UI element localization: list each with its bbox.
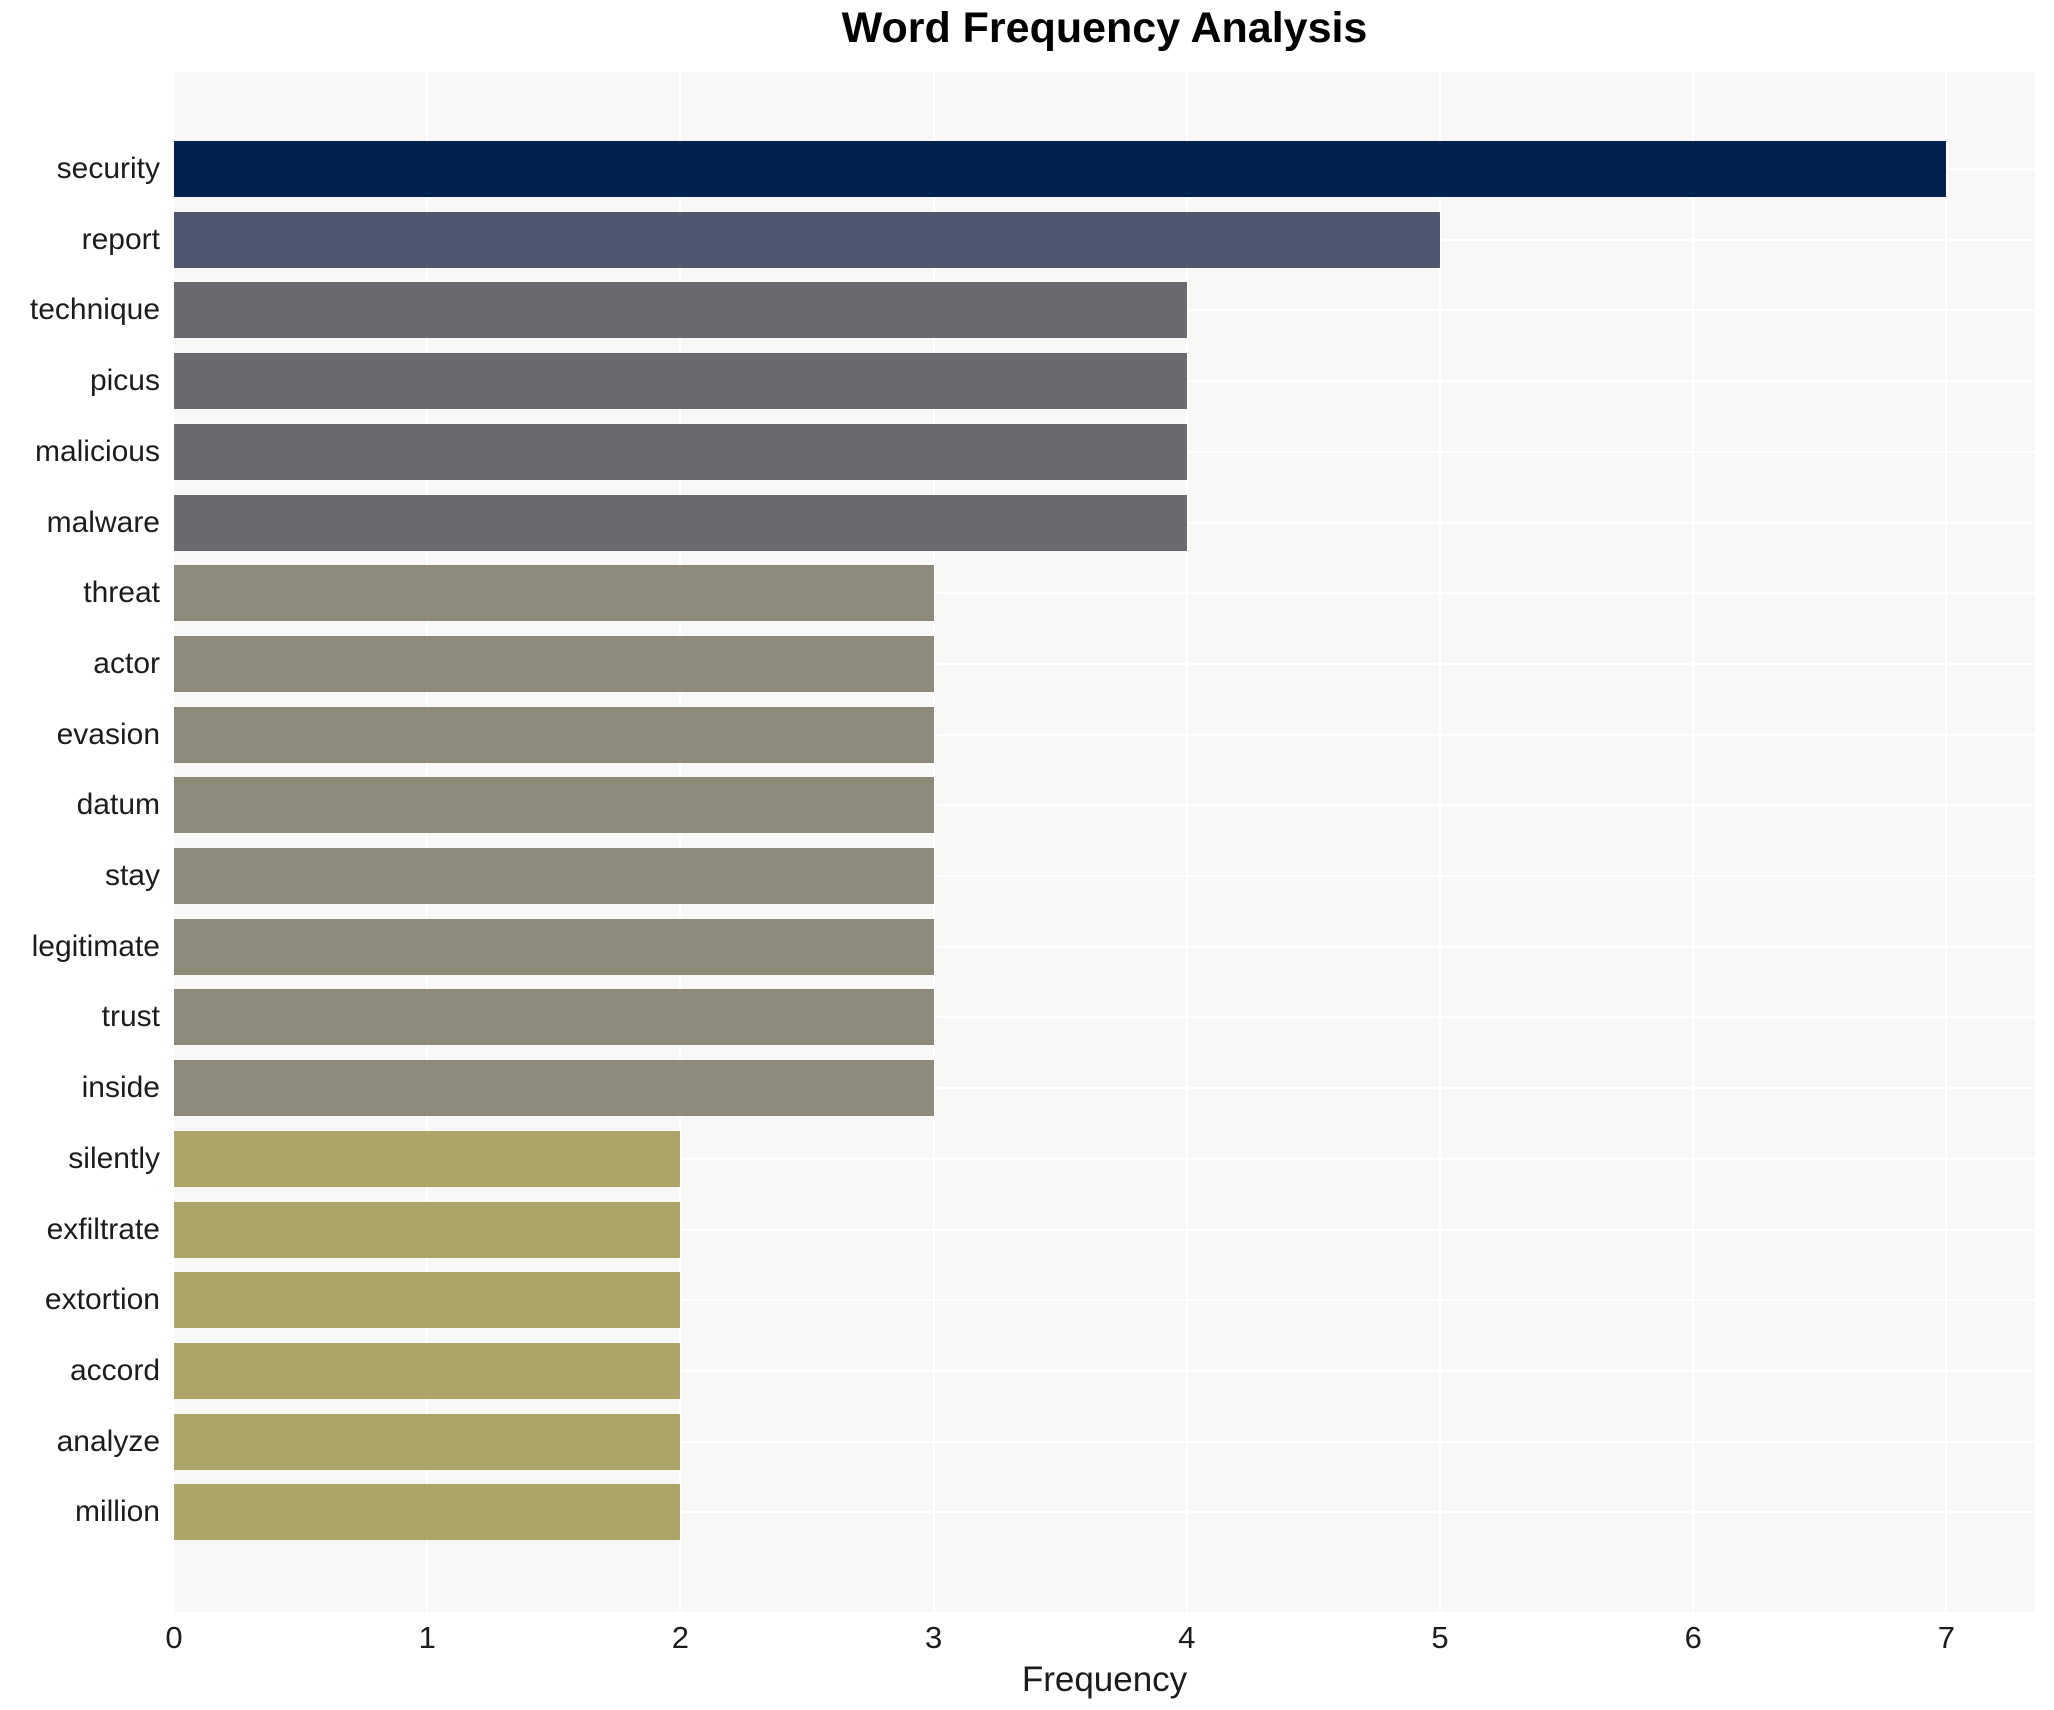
x-tick-7: 7 bbox=[1937, 1620, 1956, 1655]
y-axis-labels: security report technique picus malicious mal… bbox=[0, 72, 160, 1612]
category-label-report: report bbox=[81, 222, 160, 256]
frequency-bar-actor bbox=[174, 635, 934, 692]
frequency-bar-security bbox=[174, 141, 1947, 197]
category-label-silently: silently bbox=[68, 1141, 160, 1175]
x-tick-2: 2 bbox=[671, 1620, 690, 1655]
horizontal-gridline bbox=[174, 1440, 2035, 1443]
frequency-bar-legitimate bbox=[174, 918, 934, 975]
frequency-bar-accord bbox=[174, 1342, 681, 1399]
frequency-bar-malicious bbox=[174, 423, 1187, 480]
x-tick-1: 1 bbox=[418, 1620, 436, 1655]
category-label-datum: datum bbox=[76, 788, 160, 822]
horizontal-gridline bbox=[174, 592, 2035, 595]
frequency-bar-analyze bbox=[174, 1413, 681, 1470]
category-label-picus: picus bbox=[89, 364, 160, 398]
vertical-gridline bbox=[932, 72, 935, 1612]
frequency-bar-extortion bbox=[174, 1272, 681, 1329]
category-label-legitimate: legitimate bbox=[31, 929, 160, 963]
horizontal-gridline bbox=[174, 1157, 2035, 1160]
frequency-bar-technique bbox=[174, 282, 1187, 339]
horizontal-gridline bbox=[174, 1016, 2035, 1019]
category-label-extortion: extortion bbox=[44, 1283, 160, 1317]
horizontal-gridline bbox=[174, 945, 2035, 948]
horizontal-gridline bbox=[174, 1228, 2035, 1231]
frequency-bar-evasion bbox=[174, 706, 934, 763]
x-axis-label: Frequency bbox=[1021, 1660, 1188, 1699]
category-label-million: million bbox=[74, 1495, 160, 1529]
frequency-bar-report bbox=[174, 211, 1440, 268]
horizontal-gridline bbox=[174, 875, 2035, 877]
plot-area bbox=[173, 72, 2035, 1612]
x-tick-4: 4 bbox=[1178, 1620, 1196, 1655]
horizontal-gridline bbox=[174, 1087, 2035, 1090]
frequency-bar-threat bbox=[174, 565, 934, 622]
category-label-analyze: analyze bbox=[56, 1424, 160, 1458]
horizontal-gridline bbox=[174, 1299, 2035, 1302]
category-label-technique: technique bbox=[29, 293, 160, 327]
frequency-bar-stay bbox=[174, 848, 934, 904]
horizontal-gridline bbox=[174, 1511, 2035, 1514]
frequency-bar-inside bbox=[174, 1060, 934, 1117]
category-label-malicious: malicious bbox=[34, 434, 160, 468]
frequency-bar-trust bbox=[174, 989, 934, 1046]
vertical-gridline bbox=[173, 72, 175, 1612]
category-label-security: security bbox=[56, 152, 160, 185]
vertical-gridline bbox=[1945, 72, 1948, 1612]
frequency-bar-silently bbox=[174, 1130, 681, 1187]
chart-title: Word Frequency Analysis bbox=[841, 4, 1368, 52]
vertical-gridline bbox=[1692, 72, 1695, 1612]
frequency-bar-exfiltrate bbox=[174, 1201, 681, 1258]
vertical-gridline bbox=[679, 72, 682, 1612]
horizontal-gridline bbox=[174, 1369, 2035, 1372]
category-label-malware: malware bbox=[46, 505, 160, 539]
horizontal-gridline bbox=[174, 662, 2035, 665]
vertical-gridline bbox=[1439, 72, 1441, 1612]
category-label-threat: threat bbox=[83, 576, 160, 610]
category-label-evasion: evasion bbox=[56, 717, 160, 751]
x-tick-0: 0 bbox=[165, 1620, 183, 1655]
horizontal-gridline bbox=[174, 733, 2035, 736]
vertical-gridline bbox=[426, 72, 429, 1612]
frequency-bar-million bbox=[174, 1484, 681, 1541]
category-label-stay: stay bbox=[104, 859, 160, 892]
x-tick-3: 3 bbox=[924, 1620, 943, 1655]
x-tick-6: 6 bbox=[1684, 1620, 1702, 1655]
x-tick-5: 5 bbox=[1431, 1620, 1449, 1655]
category-label-exfiltrate: exfiltrate bbox=[46, 1212, 160, 1246]
category-label-accord: accord bbox=[69, 1353, 160, 1387]
frequency-bar-picus bbox=[174, 353, 1187, 410]
vertical-gridline bbox=[1185, 72, 1188, 1612]
frequency-bar-malware bbox=[174, 494, 1187, 551]
horizontal-gridline bbox=[174, 804, 2035, 807]
category-label-inside: inside bbox=[81, 1071, 160, 1105]
category-label-trust: trust bbox=[101, 1000, 160, 1034]
category-label-actor: actor bbox=[93, 646, 160, 680]
frequency-bar-datum bbox=[174, 777, 934, 834]
x-axis-ticks: 0 1 2 3 4 5 6 7 bbox=[0, 1620, 2054, 1660]
